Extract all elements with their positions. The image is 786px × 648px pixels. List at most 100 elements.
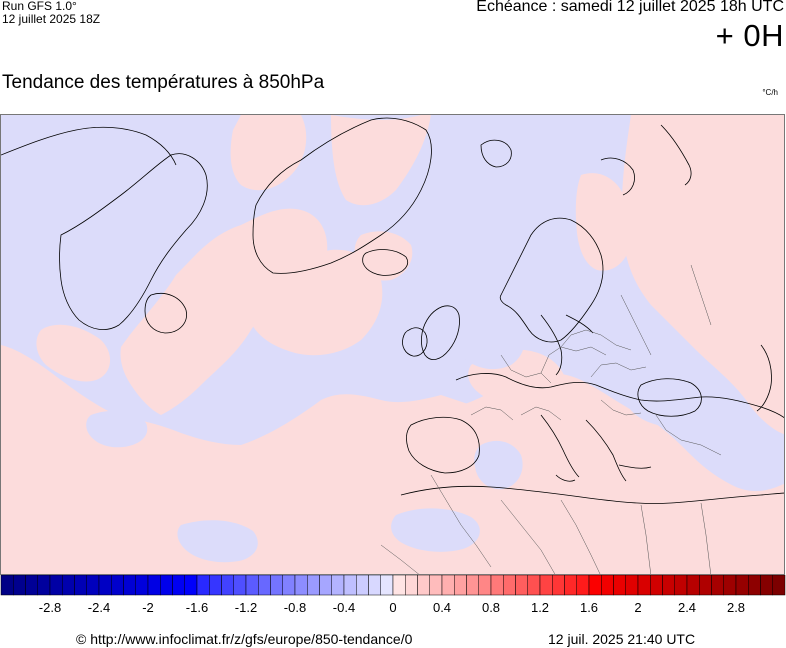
colorbar-swatch xyxy=(270,575,283,596)
negative-island-iberia xyxy=(474,440,523,490)
coast-europe-main xyxy=(455,373,784,419)
colorbar-swatch xyxy=(319,575,332,596)
colorbar-swatch xyxy=(478,575,492,596)
colorbar-swatch xyxy=(674,575,688,596)
colorbar-tick-label: 2 xyxy=(634,600,642,615)
positive-region-scandinavia-east xyxy=(575,173,631,271)
colorbar-swatch xyxy=(686,575,700,596)
negative-island-north-sea xyxy=(455,313,525,370)
coast-white-sea xyxy=(600,157,635,196)
colorbar-tick-label: -2.4 xyxy=(87,600,111,615)
positive-region-western-europe xyxy=(401,373,784,574)
coast-caspian xyxy=(756,344,772,412)
colorbar-svg xyxy=(0,575,786,596)
coast-north-africa xyxy=(400,485,784,504)
colorbar-tick-label: 1.2 xyxy=(530,600,550,615)
colorbar-ticks: -2.8 -2.4 -2 -1.6 -1.2 -0.8 -0.4 0 0.4 0.8 1.2 1.6 2… xyxy=(0,600,786,618)
colorbar-swatch xyxy=(184,575,198,596)
colorbar-swatch xyxy=(490,575,504,596)
coast-svalbard xyxy=(480,139,512,168)
colorbar-swatch xyxy=(417,575,430,596)
colorbar-swatch xyxy=(429,575,443,596)
colorbar-swatch xyxy=(662,575,675,596)
coast-newfoundland xyxy=(144,293,187,334)
colorbar-swatch xyxy=(135,575,149,596)
colorbar-swatch xyxy=(637,575,651,596)
colorbar-swatch xyxy=(441,575,455,596)
colorbar-swatch xyxy=(343,575,357,596)
positive-region-labrador xyxy=(120,208,328,415)
colorbar-swatch xyxy=(760,575,773,596)
colorbar-tick-label: -1.2 xyxy=(234,600,258,615)
colorbar-swatch xyxy=(368,575,381,596)
colorbar-swatch xyxy=(699,575,712,596)
unit-label: °C/h xyxy=(762,88,778,97)
colorbar-swatch xyxy=(392,575,406,596)
colorbar-swatch xyxy=(405,575,418,596)
colorbar-swatch xyxy=(294,575,308,596)
colorbar-swatch xyxy=(25,575,38,596)
positive-region-atlantic xyxy=(1,345,521,574)
map-title: Tendance des températures à 850hPa xyxy=(2,72,325,93)
colorbar xyxy=(0,575,786,596)
positive-region-greenland-south xyxy=(248,249,383,356)
colorbar-swatch xyxy=(748,575,761,596)
coast-scandinavia xyxy=(499,217,604,343)
colorbar-swatch xyxy=(601,575,614,596)
colorbar-swatch xyxy=(527,575,541,596)
colorbar-swatch xyxy=(13,575,26,596)
colorbar-swatch xyxy=(62,575,75,596)
positive-region-newfoundland xyxy=(36,324,111,382)
country-borders xyxy=(380,264,722,574)
colorbar-swatch xyxy=(86,575,100,596)
generated-time: 12 juil. 2025 21:40 UTC xyxy=(548,631,696,647)
coast-novaya-zemlya xyxy=(660,124,692,186)
run-label: Run GFS 1.0° xyxy=(2,0,77,13)
colorbar-tick-label: -2.8 xyxy=(38,600,62,615)
colorbar-swatch xyxy=(245,575,259,596)
colorbar-tick-label: 0.8 xyxy=(481,600,501,615)
colorbar-swatch xyxy=(160,575,173,596)
colorbar-swatch xyxy=(331,575,345,596)
colorbar-swatch xyxy=(74,575,87,596)
coast-iceland xyxy=(362,249,408,276)
coastlines xyxy=(1,117,784,504)
colorbar-swatch xyxy=(564,575,577,596)
colorbar-swatch xyxy=(711,575,724,596)
map-canvas xyxy=(0,114,785,575)
colorbar-swatch xyxy=(111,575,124,596)
coast-balkans-greece xyxy=(585,419,652,482)
coast-ireland xyxy=(402,327,428,357)
colorbar-swatch xyxy=(37,575,51,596)
colorbar-tick-label: -0.8 xyxy=(283,600,307,615)
run-info: Run GFS 1.0° 12 juillet 2025 18Z xyxy=(2,0,100,26)
colorbar-swatch xyxy=(625,575,639,596)
coast-labrador xyxy=(59,153,208,330)
colorbar-swatch xyxy=(380,575,394,596)
colorbar-swatch xyxy=(503,575,516,596)
colorbar-swatch xyxy=(221,575,234,596)
colorbar-swatch xyxy=(454,575,467,596)
colorbar-swatch xyxy=(650,575,663,596)
colorbar-tick-label: -1.6 xyxy=(185,600,209,615)
coast-italy xyxy=(540,414,580,482)
run-date: 12 juillet 2025 18Z xyxy=(2,12,101,26)
colorbar-swatch xyxy=(307,575,320,596)
colorbar-swatch xyxy=(0,575,14,596)
colorbar-tick-label: 0 xyxy=(389,600,397,615)
positive-region-baffin xyxy=(331,115,431,206)
coast-black-sea xyxy=(637,378,702,417)
colorbar-swatch xyxy=(98,575,112,596)
negative-island-atlantic-2 xyxy=(86,410,148,448)
colorbar-swatch xyxy=(123,575,136,596)
positive-region-hudson xyxy=(230,115,307,191)
coast-canada-north xyxy=(1,126,177,166)
colorbar-swatch xyxy=(539,575,553,596)
coast-iberia xyxy=(406,416,480,474)
colorbar-tick-label: 0.4 xyxy=(432,600,452,615)
colorbar-tick-label: 2.4 xyxy=(677,600,697,615)
colorbar-swatch xyxy=(172,575,185,596)
negative-island-atlantic xyxy=(177,520,258,563)
coast-baltic xyxy=(540,314,594,376)
colorbar-swatch xyxy=(466,575,479,596)
